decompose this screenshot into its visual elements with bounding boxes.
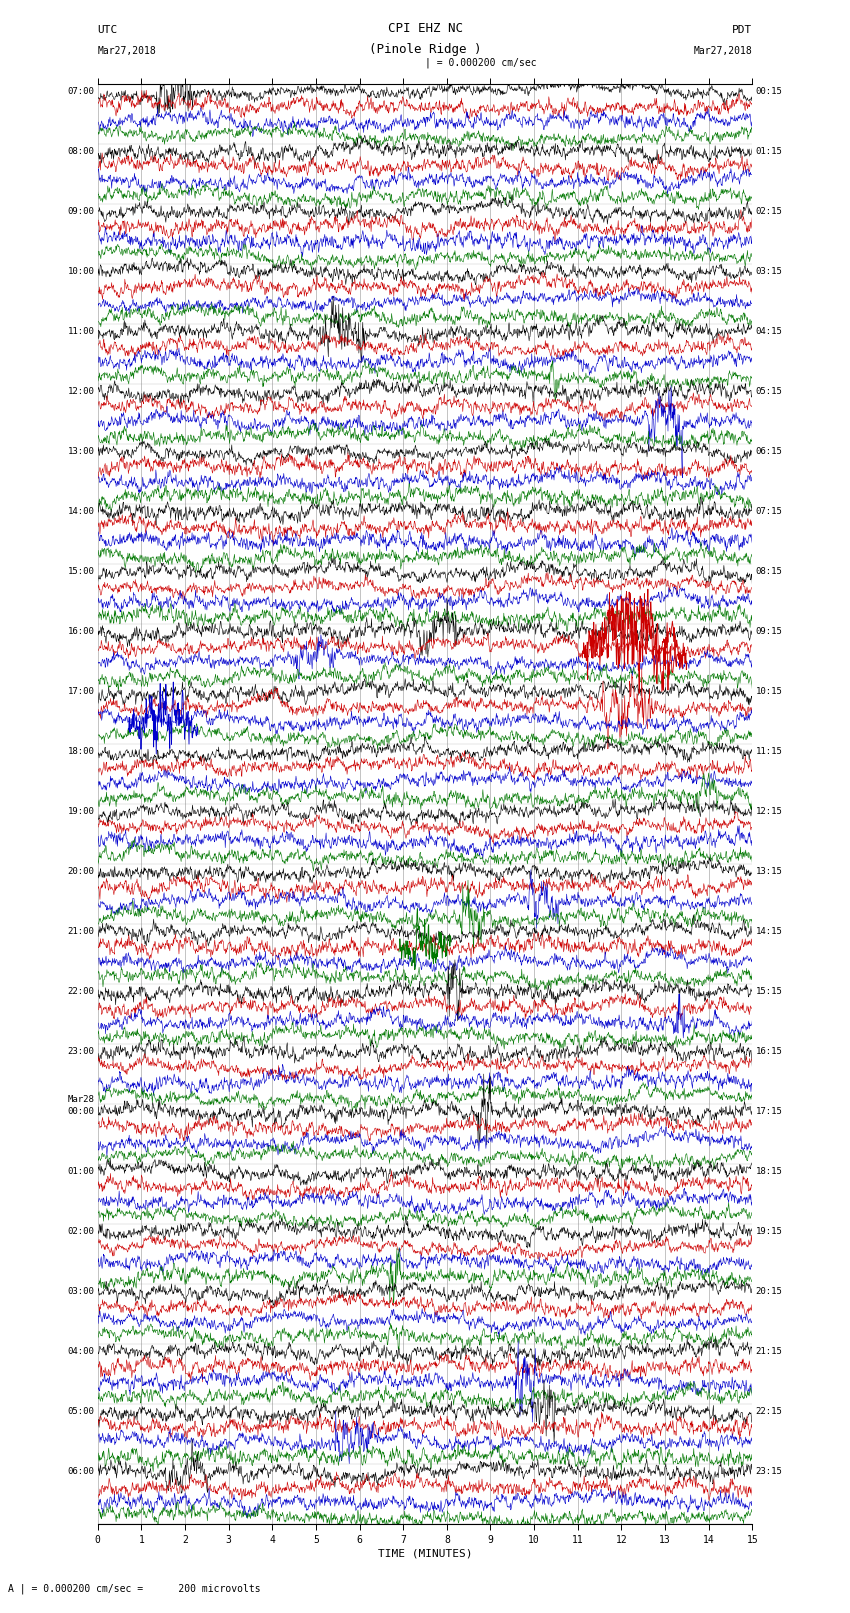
Text: 06:15: 06:15: [756, 447, 783, 456]
Text: 15:15: 15:15: [756, 987, 783, 997]
Text: 21:15: 21:15: [756, 1347, 783, 1357]
Text: 02:00: 02:00: [67, 1227, 94, 1236]
Text: 04:00: 04:00: [67, 1347, 94, 1357]
Text: 18:00: 18:00: [67, 747, 94, 756]
Text: 00:00: 00:00: [67, 1107, 94, 1116]
Text: 07:00: 07:00: [67, 87, 94, 95]
Text: 11:00: 11:00: [67, 327, 94, 336]
Text: 05:15: 05:15: [756, 387, 783, 395]
Text: 16:15: 16:15: [756, 1047, 783, 1057]
Text: 14:15: 14:15: [756, 927, 783, 936]
Text: 19:15: 19:15: [756, 1227, 783, 1236]
Text: 11:15: 11:15: [756, 747, 783, 756]
Text: 14:00: 14:00: [67, 506, 94, 516]
Text: 21:00: 21:00: [67, 927, 94, 936]
Text: | = 0.000200 cm/sec: | = 0.000200 cm/sec: [425, 58, 536, 68]
Text: 18:15: 18:15: [756, 1168, 783, 1176]
Text: 03:00: 03:00: [67, 1287, 94, 1297]
Text: 15:00: 15:00: [67, 568, 94, 576]
Text: (Pinole Ridge ): (Pinole Ridge ): [369, 44, 481, 56]
Text: 13:00: 13:00: [67, 447, 94, 456]
Text: 09:15: 09:15: [756, 627, 783, 636]
Text: UTC: UTC: [98, 26, 118, 35]
Text: 19:00: 19:00: [67, 806, 94, 816]
Text: 06:00: 06:00: [67, 1468, 94, 1476]
Text: 07:15: 07:15: [756, 506, 783, 516]
Text: 08:15: 08:15: [756, 568, 783, 576]
Text: Mar28: Mar28: [67, 1095, 94, 1105]
X-axis label: TIME (MINUTES): TIME (MINUTES): [377, 1548, 473, 1558]
Text: Mar27,2018: Mar27,2018: [98, 47, 156, 56]
Text: 20:00: 20:00: [67, 868, 94, 876]
Text: 17:00: 17:00: [67, 687, 94, 697]
Text: 01:15: 01:15: [756, 147, 783, 156]
Text: 22:15: 22:15: [756, 1407, 783, 1416]
Text: 17:15: 17:15: [756, 1107, 783, 1116]
Text: 22:00: 22:00: [67, 987, 94, 997]
Text: 23:15: 23:15: [756, 1468, 783, 1476]
Text: 10:00: 10:00: [67, 266, 94, 276]
Text: 09:00: 09:00: [67, 206, 94, 216]
Text: 02:15: 02:15: [756, 206, 783, 216]
Text: 20:15: 20:15: [756, 1287, 783, 1297]
Text: 13:15: 13:15: [756, 868, 783, 876]
Text: 01:00: 01:00: [67, 1168, 94, 1176]
Text: 10:15: 10:15: [756, 687, 783, 697]
Text: Mar27,2018: Mar27,2018: [694, 47, 752, 56]
Text: CPI EHZ NC: CPI EHZ NC: [388, 23, 462, 35]
Text: PDT: PDT: [732, 26, 752, 35]
Text: 04:15: 04:15: [756, 327, 783, 336]
Text: 00:15: 00:15: [756, 87, 783, 95]
Text: 08:00: 08:00: [67, 147, 94, 156]
Text: 05:00: 05:00: [67, 1407, 94, 1416]
Text: 12:00: 12:00: [67, 387, 94, 395]
Text: 03:15: 03:15: [756, 266, 783, 276]
Text: A | = 0.000200 cm/sec =      200 microvolts: A | = 0.000200 cm/sec = 200 microvolts: [8, 1582, 261, 1594]
Text: 16:00: 16:00: [67, 627, 94, 636]
Text: 23:00: 23:00: [67, 1047, 94, 1057]
Text: 12:15: 12:15: [756, 806, 783, 816]
